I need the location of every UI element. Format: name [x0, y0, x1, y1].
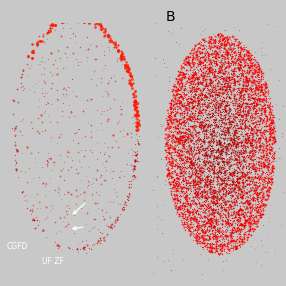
Text: UF ZF: UF ZF: [42, 257, 64, 267]
Text: B: B: [165, 10, 175, 24]
Text: CGFD: CGFD: [7, 242, 28, 251]
